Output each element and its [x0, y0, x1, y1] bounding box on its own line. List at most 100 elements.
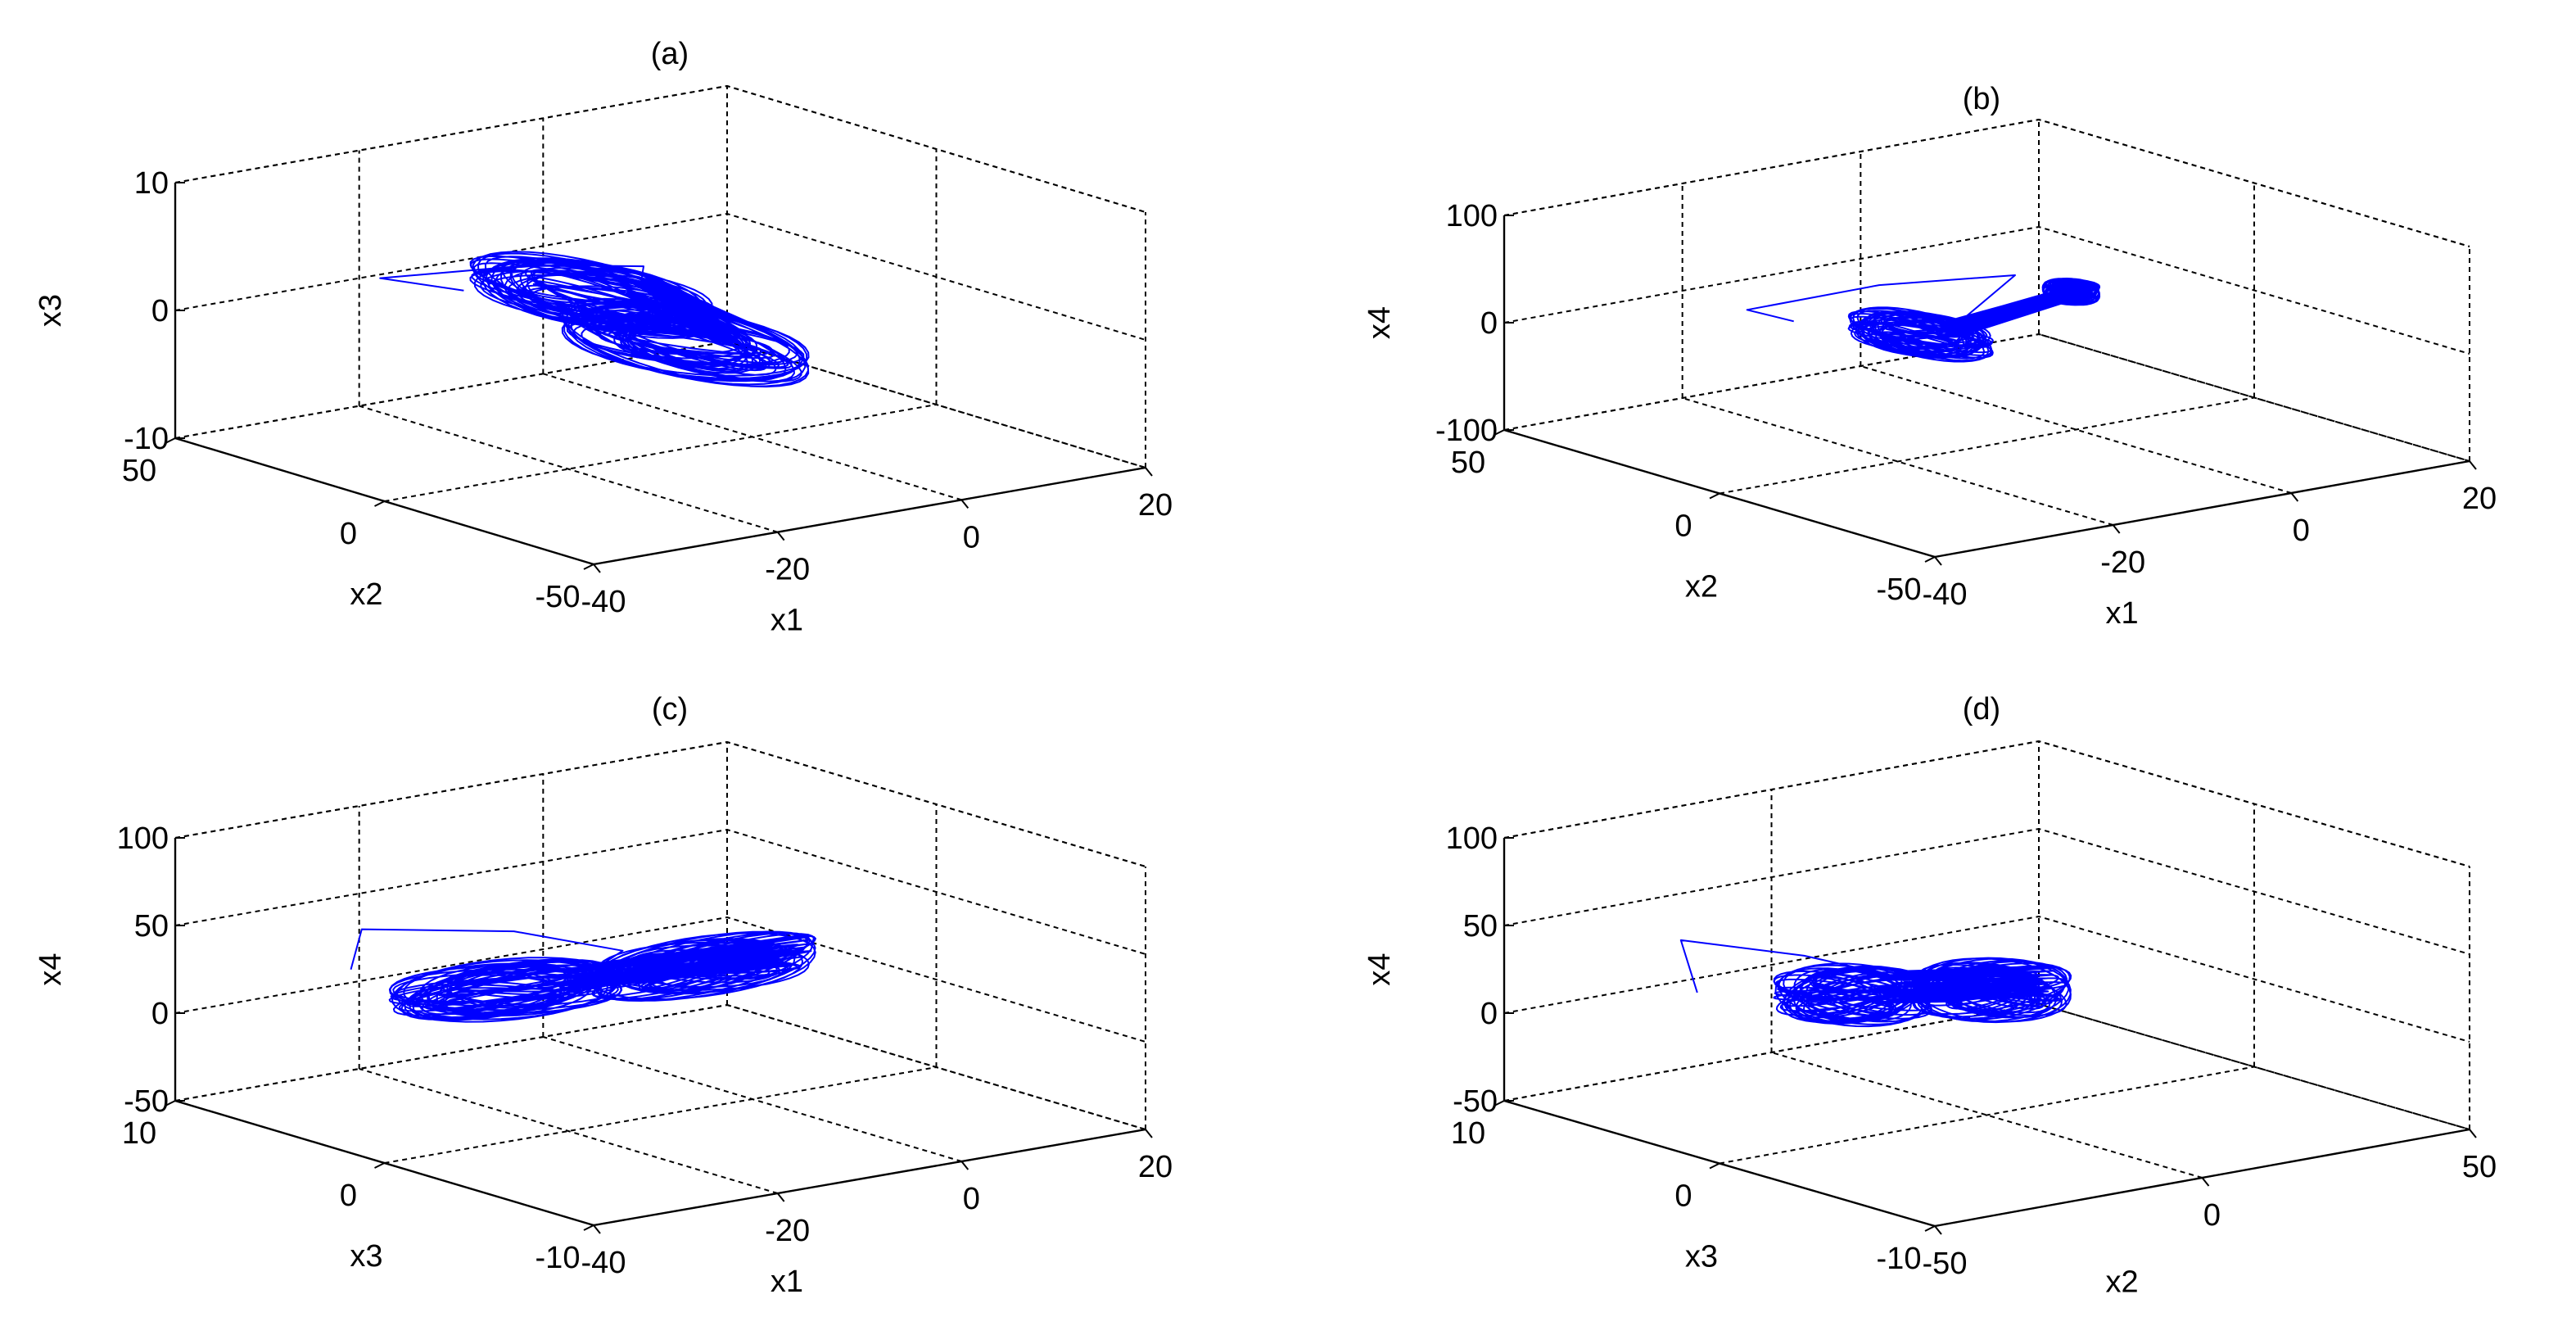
trajectory-series — [379, 251, 810, 388]
x-tick-label: 0 — [2293, 514, 2310, 548]
subplot-a: -40 -20 0 20 -50 0 50-10 0 10 x1 x2 x3 (a) — [34, 37, 1173, 638]
subplot-title: (c) — [652, 692, 688, 726]
box-edge — [1503, 740, 2470, 867]
x-tick-label: 0 — [963, 1182, 980, 1216]
x-tick-label: -40 — [581, 585, 626, 619]
x-tick-label: 0 — [2203, 1198, 2221, 1233]
x-tick — [2469, 1129, 2477, 1138]
x-tick-label: -20 — [765, 1214, 810, 1248]
x-axis-line — [593, 1128, 1146, 1227]
y-tick — [374, 1162, 385, 1169]
z-tick-label: 50 — [134, 909, 169, 944]
x-tick-label: -40 — [581, 1246, 626, 1280]
subplot-b: -40 -20 0 20 -50 0 50-100 0 100 x1 x2 x4 (b) — [1363, 82, 2497, 631]
y-axis-label: x3 — [1685, 1240, 1718, 1274]
y-tick — [583, 1224, 594, 1231]
z-tick-label: -10 — [124, 422, 169, 456]
x-axis-label: x1 — [2105, 596, 2138, 631]
x-tick — [1145, 467, 1153, 477]
box-edge — [1503, 118, 2470, 247]
y-tick-label: -10 — [536, 1241, 581, 1275]
z-tick-label: 0 — [1480, 306, 1498, 341]
y-tick — [1494, 1100, 1505, 1107]
y-axis-label: x2 — [350, 577, 382, 612]
grid-line — [1719, 396, 2255, 495]
y-tick-label: 0 — [340, 1179, 357, 1213]
y-tick — [1924, 1225, 1936, 1232]
grid-line — [1503, 225, 2470, 355]
z-tick-label: -50 — [1453, 1084, 1498, 1119]
x-axis-line — [1934, 459, 2470, 559]
y-tick-label: -50 — [536, 580, 581, 614]
z-axis-label: x3 — [34, 294, 68, 327]
x-tick-label: 20 — [1138, 1150, 1173, 1184]
z-tick-label: 0 — [151, 997, 169, 1031]
y-tick — [1494, 429, 1505, 436]
y-tick — [1924, 556, 1936, 563]
x-tick — [960, 1161, 969, 1170]
z-axis-label: x4 — [1363, 306, 1397, 339]
grid-line — [174, 916, 1146, 1043]
grid-line — [1860, 365, 2292, 494]
y-tick — [1709, 1162, 1720, 1170]
x-tick — [1145, 1129, 1153, 1138]
z-tick-label: 100 — [1446, 199, 1498, 233]
z-tick-label: 100 — [117, 821, 169, 856]
x-tick — [776, 532, 785, 541]
y-tick-label: 50 — [1451, 446, 1485, 480]
z-axis-label: x4 — [34, 953, 68, 985]
grid-line — [1503, 915, 2470, 1043]
y-tick — [165, 437, 176, 444]
x-tick — [2290, 492, 2299, 502]
x-axis-label: x1 — [771, 1265, 803, 1299]
x-tick — [776, 1192, 785, 1202]
x-tick — [1934, 1225, 1942, 1235]
z-axis-label: x4 — [1363, 953, 1397, 985]
x-tick — [2201, 1177, 2210, 1187]
z-tick-label: 0 — [1480, 997, 1498, 1031]
trajectory-series — [350, 928, 816, 1023]
grid-line — [174, 212, 1146, 341]
grid-line — [174, 828, 1146, 955]
z-tick-label: -50 — [124, 1084, 169, 1119]
grid-line — [1719, 1066, 2255, 1165]
x-tick-label: -20 — [765, 553, 810, 587]
subplot-c: -40 -20 0 20 -10 0 10-50 0 50 100 x1 x3 x4 (c) — [34, 692, 1173, 1299]
grid-line — [384, 404, 937, 502]
y-tick-label: -50 — [1877, 572, 1922, 607]
grid-line — [174, 1003, 1146, 1130]
trajectory-series — [1746, 274, 2101, 363]
x-tick — [1934, 556, 1942, 566]
z-tick-label: 100 — [1446, 821, 1498, 856]
grid-line — [1503, 827, 2470, 955]
y-axis-label: x3 — [350, 1239, 382, 1274]
y-axis-label: x2 — [1685, 570, 1718, 604]
x-tick — [2469, 460, 2477, 470]
y-tick-label: 0 — [1674, 509, 1692, 544]
subplot-title: (a) — [651, 37, 689, 71]
x-tick-label: 20 — [2462, 482, 2497, 516]
z-tick-label: 50 — [1463, 909, 1498, 944]
y-tick-label: 0 — [1674, 1179, 1692, 1214]
z-tick-label: 0 — [151, 294, 169, 328]
x-tick-label: 20 — [1138, 488, 1173, 523]
y-tick-label: 10 — [122, 1116, 156, 1151]
y-tick — [374, 500, 385, 507]
x-axis-label: x1 — [771, 604, 803, 638]
y-tick-label: 50 — [122, 454, 156, 488]
y-tick-label: 10 — [1451, 1116, 1485, 1151]
box-edge — [174, 740, 1146, 867]
x-tick — [593, 563, 601, 573]
trajectory-series — [1679, 939, 2072, 1028]
x-tick — [2112, 524, 2121, 534]
x-tick-label: 50 — [2462, 1150, 2497, 1184]
x-tick — [593, 1224, 601, 1234]
x-axis-line — [593, 466, 1146, 566]
box-edge — [174, 84, 1146, 213]
grid-line — [1503, 333, 2470, 462]
grid-line — [359, 1068, 778, 1194]
x-tick — [960, 499, 969, 509]
